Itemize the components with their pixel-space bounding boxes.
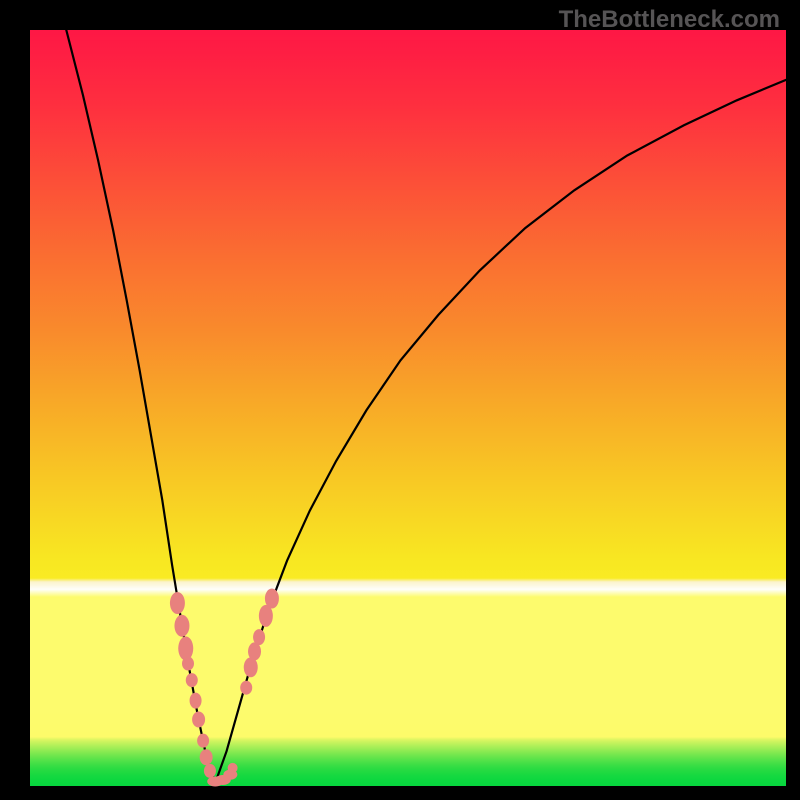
marker-point — [197, 734, 209, 748]
marker-point — [178, 636, 193, 660]
marker-point — [244, 657, 258, 677]
marker-point — [190, 693, 202, 709]
marker-point — [170, 592, 185, 614]
marker-point — [265, 589, 279, 609]
watermark-text: TheBottleneck.com — [559, 6, 780, 34]
marker-point — [182, 657, 194, 671]
marker-point — [228, 763, 238, 773]
marker-point — [174, 615, 189, 637]
marker-point — [248, 642, 261, 660]
marker-point — [204, 764, 216, 778]
chart-svg — [0, 0, 800, 800]
chart-container: TheBottleneck.com — [0, 0, 800, 800]
marker-point — [253, 629, 265, 645]
plot-background — [30, 30, 786, 786]
marker-point — [192, 711, 205, 727]
marker-point — [186, 673, 198, 687]
marker-point — [200, 749, 213, 765]
marker-point — [240, 681, 252, 695]
